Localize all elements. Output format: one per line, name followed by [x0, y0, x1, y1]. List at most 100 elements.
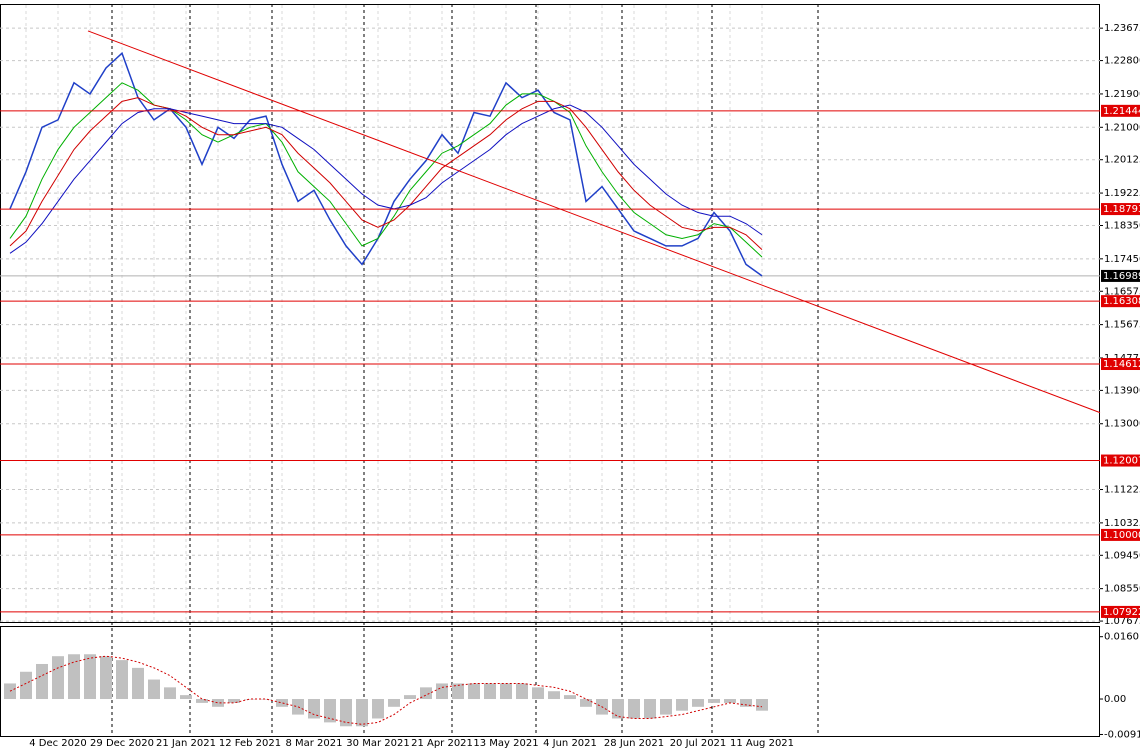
histogram-bar	[68, 654, 80, 700]
y-tick-label: 1.22800	[1104, 56, 1140, 67]
last-price-box	[1101, 269, 1140, 282]
moving-average	[9, 82, 763, 258]
histogram-bar	[340, 699, 352, 727]
y-tick-label: 1.23675	[1104, 23, 1140, 34]
histogram-bar	[628, 699, 640, 719]
trendline	[87, 30, 1101, 414]
x-tick-label: 20 Jul 2021	[670, 738, 727, 749]
x-tick-label: 4 Dec 2020	[29, 738, 87, 749]
level-label: 1.10000	[1103, 530, 1140, 541]
moving-average	[9, 104, 763, 254]
histogram-bar	[740, 699, 752, 707]
histogram-bar	[84, 654, 96, 700]
level-label-box	[1101, 454, 1140, 467]
y-tick-label: 0.00	[1104, 694, 1126, 705]
histogram-bar	[516, 683, 528, 700]
histogram-bar	[116, 660, 128, 700]
histogram-bar	[404, 695, 416, 700]
histogram-bar	[372, 699, 384, 719]
histogram-bar	[100, 656, 112, 700]
histogram-bar	[564, 695, 576, 700]
histogram-bar	[20, 671, 32, 700]
histogram-bar	[180, 695, 192, 700]
histogram-bar	[292, 699, 304, 715]
histogram-bar	[548, 691, 560, 700]
y-tick-label: 1.10325	[1104, 518, 1140, 529]
y-tick-label: 1.13900	[1104, 385, 1140, 396]
histogram-bar	[724, 699, 736, 703]
histogram-bar	[484, 683, 496, 700]
level-label: 1.18793	[1103, 204, 1140, 215]
y-tick-label: 1.21000	[1104, 122, 1140, 133]
level-label-box	[1101, 104, 1140, 117]
y-tick-label: 1.19225	[1104, 188, 1140, 199]
y-tick-label: 1.15675	[1104, 320, 1140, 331]
x-tick-label: 21 Jan 2021	[156, 738, 216, 749]
x-tick-label: 29 Dec 2020	[90, 738, 154, 749]
period-separators	[111, 4, 819, 736]
histogram-bar	[132, 667, 144, 700]
level-label: 1.07922	[1103, 607, 1140, 618]
histogram-bar	[164, 687, 176, 700]
level-label: 1.16308	[1103, 296, 1140, 307]
oscillator-frame	[0, 626, 1100, 737]
histogram-bar	[196, 699, 208, 703]
x-tick-label: 28 Jun 2021	[604, 738, 664, 749]
histogram-bar	[468, 683, 480, 700]
histogram-bar	[580, 699, 592, 707]
y-tick-label: 1.17450	[1104, 254, 1140, 265]
histogram-bar	[500, 683, 512, 700]
level-label: 1.12007	[1103, 456, 1140, 467]
x-tick-label: 13 May 2021	[473, 738, 538, 749]
x-tick-label: 21 Apr 2021	[411, 738, 473, 749]
histogram-bar	[676, 699, 688, 711]
histogram-bar	[228, 699, 240, 703]
histogram-bar	[436, 683, 448, 700]
histogram-bar	[212, 699, 224, 707]
histogram-bar	[644, 699, 656, 719]
histogram-bar	[660, 699, 672, 715]
level-label: 1.21444	[1103, 106, 1140, 117]
histogram-bar	[692, 699, 704, 707]
y-tick-label: 1.20125	[1104, 155, 1140, 166]
moving-average	[9, 97, 763, 250]
x-tick-label: 4 Jun 2021	[543, 738, 597, 749]
histogram-bar	[308, 699, 320, 719]
histogram-bar	[36, 663, 48, 700]
histogram-bar	[260, 699, 272, 700]
histogram-bar	[420, 687, 432, 700]
x-tick-label: 12 Feb 2021	[219, 738, 281, 749]
last-price-label: 1.16989	[1103, 271, 1140, 282]
x-tick-label: 8 Mar 2021	[285, 738, 342, 749]
y-tick-label: 1.13000	[1104, 419, 1140, 430]
y-tick-label: 1.09450	[1104, 550, 1140, 561]
y-tick-label: -0.00911	[1104, 729, 1140, 740]
level-label-box	[1101, 203, 1140, 216]
y-tick-label: 1.08550	[1104, 584, 1140, 595]
histogram-bar	[388, 699, 400, 707]
y-tick-label: 1.18350	[1104, 220, 1140, 231]
level-label-box	[1101, 358, 1140, 371]
y-tick-label: 0.01601	[1104, 632, 1140, 643]
y-tick-label: 1.16575	[1104, 286, 1140, 297]
histogram-bar	[324, 699, 336, 723]
x-tick-label: 30 Mar 2021	[346, 738, 409, 749]
histogram-bar	[244, 699, 256, 700]
level-label-box	[1101, 605, 1140, 618]
histogram-bar	[612, 699, 624, 719]
y-tick-label: 1.07675	[1104, 616, 1140, 627]
x-tick-label: 11 Aug 2021	[730, 738, 794, 749]
y-tick-label: 1.11225	[1104, 485, 1140, 496]
main-frame	[0, 4, 1100, 623]
histogram-bar	[708, 699, 720, 703]
level-label-box	[1101, 528, 1140, 541]
signal-line	[9, 655, 763, 725]
level-label-box	[1101, 295, 1140, 308]
price-line	[9, 51, 763, 277]
histogram-bar	[356, 699, 368, 727]
histogram-bar	[276, 699, 288, 707]
histogram-bar	[532, 687, 544, 700]
level-label: 1.14612	[1103, 359, 1140, 370]
